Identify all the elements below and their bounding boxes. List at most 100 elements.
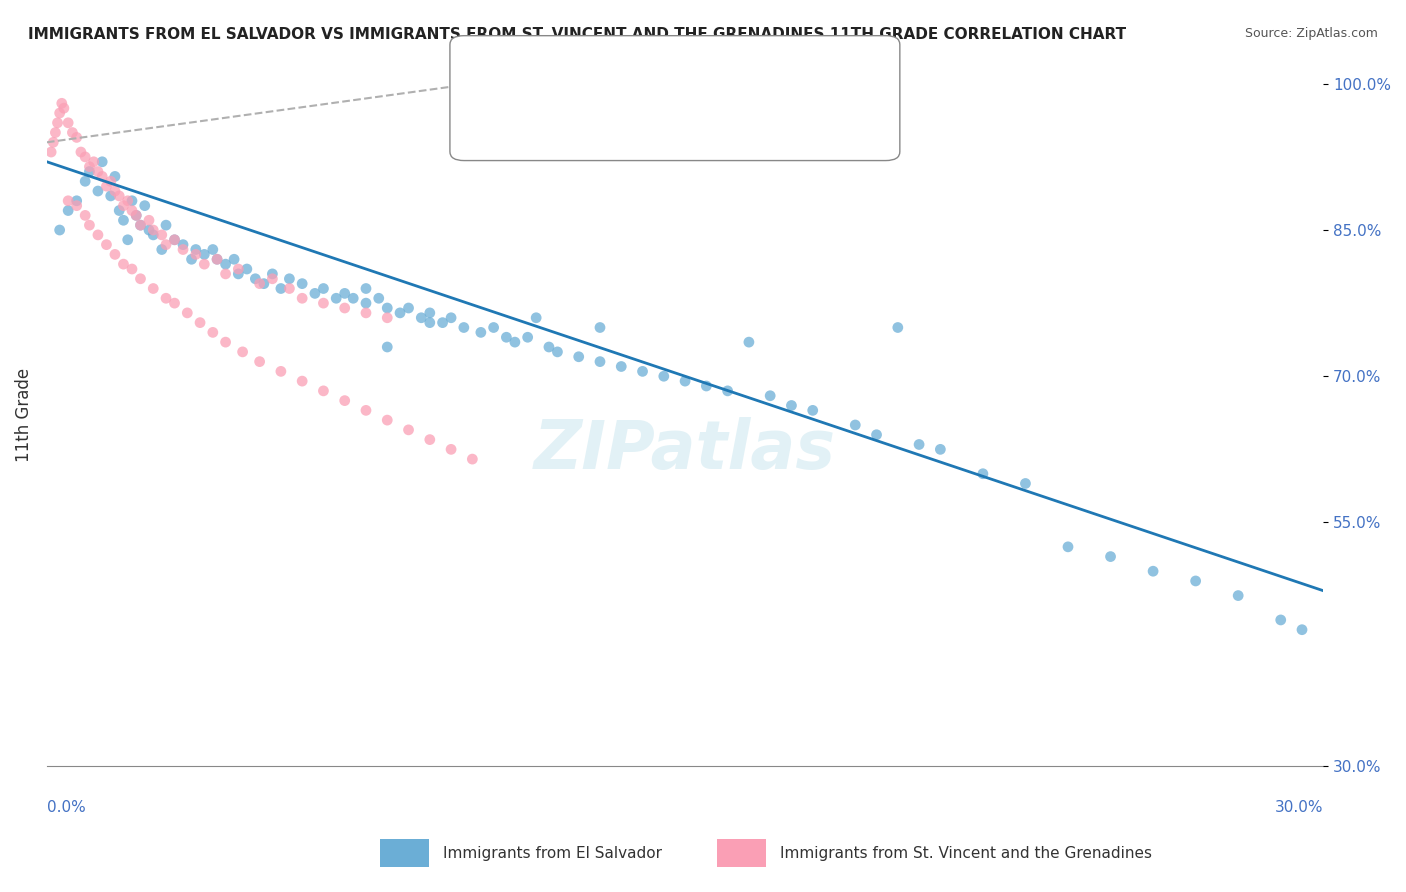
Point	[801, 403, 824, 417]
FancyBboxPatch shape	[380, 838, 429, 867]
Point	[375, 413, 398, 427]
Point	[121, 262, 143, 277]
Point	[46, 116, 69, 130]
Point	[79, 218, 101, 232]
Point	[482, 320, 505, 334]
Point	[108, 189, 131, 203]
Point	[104, 184, 127, 198]
Point	[121, 194, 143, 208]
Text: 0.0%: 0.0%	[46, 800, 86, 815]
Point	[249, 354, 271, 368]
Point	[228, 267, 250, 281]
Point	[108, 203, 131, 218]
Point	[354, 296, 377, 310]
Point	[232, 344, 254, 359]
Point	[138, 213, 160, 227]
Text: Immigrants from El Salvador: Immigrants from El Salvador	[443, 846, 662, 861]
Point	[865, 427, 887, 442]
Point	[193, 257, 215, 271]
Point	[1099, 549, 1122, 564]
Point	[354, 403, 377, 417]
Point	[780, 399, 803, 413]
Point	[129, 272, 152, 286]
Point	[461, 452, 484, 467]
Point	[134, 199, 156, 213]
Point	[205, 252, 228, 267]
Point	[155, 237, 177, 252]
Point	[62, 126, 84, 140]
Point	[972, 467, 994, 481]
Point	[150, 243, 173, 257]
Point	[537, 340, 560, 354]
Point	[70, 145, 93, 159]
Text: Immigrants from St. Vincent and the Grenadines: Immigrants from St. Vincent and the Gren…	[780, 846, 1153, 861]
Point	[929, 442, 952, 457]
Point	[1057, 540, 1080, 554]
Text: Source: ZipAtlas.com: Source: ZipAtlas.com	[1244, 27, 1378, 40]
Point	[66, 130, 89, 145]
Point	[184, 247, 207, 261]
Point	[312, 281, 335, 295]
Point	[96, 237, 118, 252]
Point	[291, 291, 314, 305]
Point	[333, 393, 356, 408]
Point	[673, 374, 696, 388]
Point	[262, 267, 284, 281]
Point	[419, 316, 441, 330]
Point	[354, 281, 377, 295]
Text: ZIPatlas: ZIPatlas	[534, 417, 837, 483]
Point	[1014, 476, 1036, 491]
Point	[453, 320, 475, 334]
Point	[1184, 574, 1206, 588]
Point	[56, 203, 79, 218]
Point	[163, 233, 186, 247]
Point	[524, 310, 547, 325]
Point	[142, 227, 165, 242]
Point	[172, 243, 194, 257]
Point	[253, 277, 276, 291]
Point	[142, 281, 165, 295]
Point	[419, 433, 441, 447]
Point	[66, 194, 89, 208]
Point	[75, 150, 97, 164]
Point	[398, 301, 420, 315]
Point	[375, 310, 398, 325]
Point	[104, 247, 127, 261]
Point	[100, 189, 122, 203]
Point	[96, 179, 118, 194]
Point	[610, 359, 633, 374]
Point	[1270, 613, 1292, 627]
Point	[129, 218, 152, 232]
Point	[172, 237, 194, 252]
Point	[589, 320, 612, 334]
Point	[176, 306, 198, 320]
Point	[245, 272, 267, 286]
Legend: R = -0.661   N = 90, R = 0.242   N = 73: R = -0.661 N = 90, R = 0.242 N = 73	[568, 59, 803, 127]
Point	[325, 291, 347, 305]
Point	[214, 335, 236, 350]
Point	[304, 286, 326, 301]
Point	[52, 101, 75, 115]
Point	[568, 350, 591, 364]
Point	[354, 306, 377, 320]
Point	[717, 384, 740, 398]
Point	[163, 233, 186, 247]
Point	[1291, 623, 1313, 637]
Point	[100, 174, 122, 188]
Point	[75, 174, 97, 188]
Point	[440, 442, 463, 457]
Point	[117, 194, 139, 208]
Point	[112, 199, 135, 213]
Point	[470, 326, 492, 340]
Point	[155, 291, 177, 305]
Point	[440, 310, 463, 325]
Point	[367, 291, 389, 305]
Point	[87, 184, 110, 198]
Point	[138, 223, 160, 237]
Point	[908, 437, 931, 451]
Point	[75, 208, 97, 222]
Point	[66, 199, 89, 213]
Point	[48, 106, 70, 120]
Point	[42, 136, 65, 150]
Point	[121, 203, 143, 218]
